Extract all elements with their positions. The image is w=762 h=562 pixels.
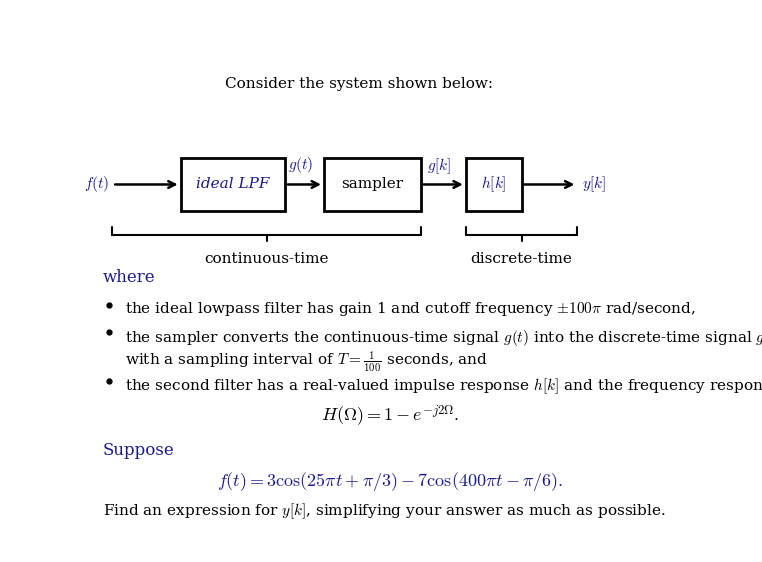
Text: the ideal lowpass filter has gain 1 and cutoff frequency $\pm 100\pi$ rad/second: the ideal lowpass filter has gain 1 and … xyxy=(125,300,696,318)
Text: sampler: sampler xyxy=(341,178,403,192)
Text: with a sampling interval of $T = \frac{1}{100}$ seconds, and: with a sampling interval of $T = \frac{1… xyxy=(125,349,488,374)
Text: $g[k]$: $g[k]$ xyxy=(427,156,451,176)
Text: $y[k]$: $y[k]$ xyxy=(582,175,606,194)
Text: $f(t)$: $f(t)$ xyxy=(84,174,109,194)
Text: the sampler converts the continuous-time signal $g(t)$ into the discrete-time si: the sampler converts the continuous-time… xyxy=(125,328,762,348)
Text: $h[k]$: $h[k]$ xyxy=(481,175,506,194)
Text: discrete-time: discrete-time xyxy=(471,252,572,266)
Text: $g(t)$: $g(t)$ xyxy=(288,155,313,175)
Text: continuous-time: continuous-time xyxy=(204,252,328,266)
Bar xyxy=(466,157,521,211)
Text: Suppose: Suppose xyxy=(103,442,174,459)
Bar xyxy=(324,157,421,211)
Text: where: where xyxy=(103,269,155,286)
Text: Find an expression for $y[k]$, simplifying your answer as much as possible.: Find an expression for $y[k]$, simplifyi… xyxy=(103,501,666,520)
Text: $f(t) = 3\cos(25\pi t + \pi/3) - 7\cos(400\pi t - \pi/6).$: $f(t) = 3\cos(25\pi t + \pi/3) - 7\cos(4… xyxy=(217,470,564,493)
Text: $H(\Omega) = 1 - e^{-j2\Omega}.$: $H(\Omega) = 1 - e^{-j2\Omega}.$ xyxy=(322,404,459,429)
Text: ideal LPF: ideal LPF xyxy=(196,178,270,192)
Bar xyxy=(181,157,285,211)
Text: Consider the system shown below:: Consider the system shown below: xyxy=(225,76,493,90)
Text: the second filter has a real-valued impulse response $h[k]$ and the frequency re: the second filter has a real-valued impu… xyxy=(125,376,762,396)
